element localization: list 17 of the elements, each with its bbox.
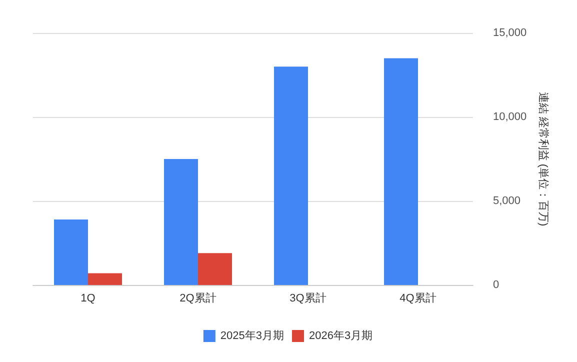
x-tick-label: 3Q累計: [290, 292, 326, 304]
x-tick-label: 4Q累計: [400, 292, 436, 304]
legend-label: 2026年3月期: [309, 330, 373, 342]
bar: [54, 219, 88, 285]
bar: [274, 66, 308, 285]
bar: [164, 159, 198, 285]
bar: [88, 273, 122, 285]
y-tick-label: 10,000: [493, 111, 527, 123]
y-axis-title: 連結 経常利益 (単位：百万): [537, 92, 550, 226]
y-tick-label: 15,000: [493, 27, 527, 39]
x-tick-label: 2Q累計: [180, 292, 216, 304]
y-tick-label: 0: [493, 279, 500, 291]
y-tick-label: 5,000: [493, 195, 521, 207]
x-tick-label: 1Q: [80, 292, 96, 304]
bar: [384, 58, 418, 285]
legend-label: 2025年3月期: [220, 330, 284, 342]
bar: [198, 253, 232, 285]
